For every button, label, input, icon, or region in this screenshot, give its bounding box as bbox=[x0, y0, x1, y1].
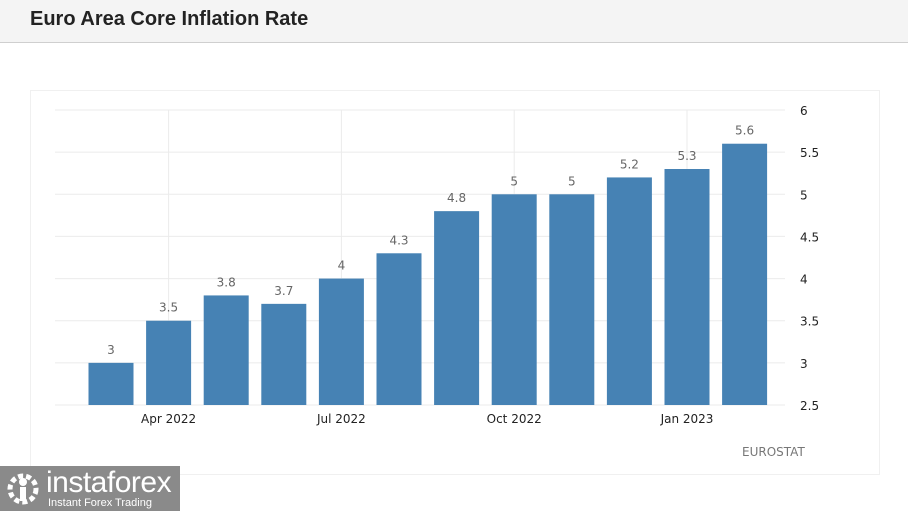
data-label: 3 bbox=[107, 343, 115, 357]
source-label: EUROSTAT bbox=[742, 445, 805, 459]
y-tick-label: 3.5 bbox=[800, 315, 819, 329]
page-title: Euro Area Core Inflation Rate bbox=[30, 8, 309, 30]
header: Euro Area Core Inflation Rate bbox=[0, 0, 908, 43]
x-tick-label: Oct 2022 bbox=[487, 412, 542, 426]
x-tick-label: Apr 2022 bbox=[141, 412, 196, 426]
x-tick-label: Jan 2023 bbox=[660, 412, 714, 426]
data-label: 4.8 bbox=[447, 191, 466, 205]
bar bbox=[722, 143, 768, 405]
bar bbox=[261, 303, 307, 405]
data-label: 3.7 bbox=[274, 284, 293, 298]
y-tick-label: 6 bbox=[800, 104, 808, 118]
y-tick-label: 5 bbox=[800, 188, 808, 202]
logo-tagline: Instant Forex Trading bbox=[48, 497, 152, 509]
logo-name: instaforex bbox=[46, 466, 172, 499]
data-label: 4 bbox=[338, 259, 346, 273]
bar bbox=[146, 320, 192, 405]
bar bbox=[664, 169, 710, 405]
data-label: 3.8 bbox=[217, 275, 236, 289]
bar bbox=[434, 211, 480, 405]
bar bbox=[606, 177, 652, 405]
data-label: 4.3 bbox=[389, 233, 408, 247]
data-label: 5.2 bbox=[620, 157, 639, 171]
bar bbox=[203, 295, 249, 405]
data-label: 5 bbox=[510, 174, 518, 188]
bar bbox=[376, 253, 422, 405]
bar bbox=[549, 194, 595, 405]
y-tick-label: 2.5 bbox=[800, 399, 819, 413]
gear-person-icon bbox=[7, 473, 39, 505]
x-tick-label: Jul 2022 bbox=[316, 412, 366, 426]
y-tick-label: 4.5 bbox=[800, 230, 819, 244]
y-tick-label: 4 bbox=[800, 273, 808, 287]
data-label: 5.3 bbox=[677, 149, 696, 163]
bar bbox=[88, 362, 134, 405]
chart-container bbox=[30, 90, 880, 475]
data-label: 5 bbox=[568, 174, 576, 188]
y-tick-label: 5.5 bbox=[800, 146, 819, 160]
y-tick-label: 3 bbox=[800, 357, 808, 371]
data-label: 5.6 bbox=[735, 124, 754, 138]
instaforex-logo: instaforex Instant Forex Trading bbox=[0, 466, 180, 511]
bar bbox=[491, 194, 537, 405]
data-label: 3.5 bbox=[159, 301, 178, 315]
bar bbox=[318, 278, 364, 405]
